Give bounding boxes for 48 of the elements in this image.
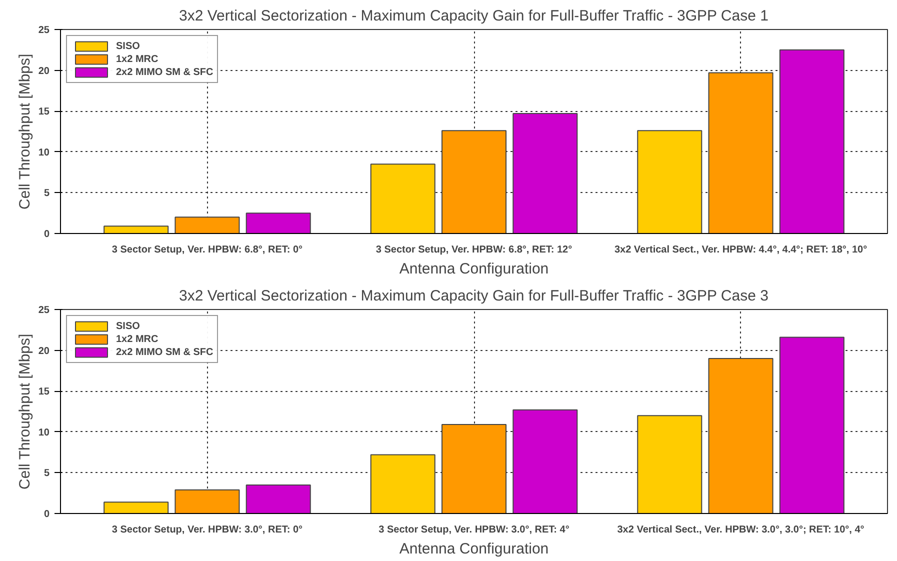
y-tick-label: 25: [38, 305, 50, 316]
y-tick-label: 15: [38, 106, 50, 118]
x-tick-label: 3 Sector Setup, Ver. HPBW: 6.8°, RET: 12°: [376, 244, 572, 256]
bar: [779, 336, 844, 514]
y-axis-title: Cell Throughput [Mbps]: [16, 54, 34, 210]
x-tick-label: 3x2 Vertical Sect., Ver. HPBW: 4.4°, 4.4°; RET: 18°, 10°: [614, 244, 868, 256]
chart-title: 3x2 Vertical Sectorization - Maximum Capacity Gain for Full-Buffer Traffic - 3GPP Case 1: [179, 8, 768, 24]
bar: [246, 484, 311, 514]
x-tick-label: 3x2 Vertical Sect., Ver. HPBW: 3.0°, 3.0°; RET: 10°, 4°: [617, 524, 864, 536]
y-tick-label: 0: [44, 229, 50, 240]
y-tick-label: 10: [38, 427, 50, 438]
y-axis-title: Cell Throughput [Mbps]: [16, 334, 34, 490]
bar: [637, 130, 702, 234]
bar: [370, 454, 436, 514]
x-tick-label: 3 Sector Setup, Ver. HPBW: 6.8°, RET: 0°: [112, 244, 303, 256]
x-tick-label: 3 Sector Setup, Ver. HPBW: 3.0°, RET: 4°: [378, 524, 570, 536]
legend-label: SISO: [116, 320, 140, 332]
x-tick-label: 3 Sector Setup, Ver. HPBW: 3.0°, RET: 0°: [112, 524, 303, 536]
bar: [708, 72, 774, 234]
legend-label: 2x2 MIMO SM & SFC: [116, 346, 214, 358]
bar: [174, 489, 240, 514]
x-axis-title: Antenna Configuration: [399, 540, 549, 558]
bar: [441, 424, 507, 514]
y-tick-label: 15: [38, 386, 50, 398]
bar: [104, 502, 169, 514]
bar: [370, 164, 436, 234]
bar: [779, 49, 844, 234]
y-tick-label: 5: [44, 468, 50, 480]
bar: [441, 130, 507, 234]
bar: [246, 212, 311, 234]
legend-label: 1x2 MRC: [116, 333, 158, 345]
x-axis-title: Antenna Configuration: [399, 260, 549, 278]
legend-label: SISO: [116, 40, 140, 52]
bar: [512, 113, 578, 234]
legend-label: 1x2 MRC: [116, 53, 158, 65]
y-tick-label: 10: [38, 147, 50, 158]
bar: [104, 226, 169, 234]
bar: [708, 358, 774, 514]
y-tick-label: 20: [38, 66, 50, 77]
bar: [512, 409, 578, 514]
y-tick-label: 25: [38, 25, 50, 36]
y-tick-label: 20: [38, 346, 50, 357]
bar: [637, 415, 702, 514]
y-tick-label: 5: [44, 188, 50, 200]
bar: [174, 216, 240, 234]
y-tick-label: 0: [44, 509, 50, 520]
legend-label: 2x2 MIMO SM & SFC: [116, 66, 214, 78]
chart-title: 3x2 Vertical Sectorization - Maximum Capacity Gain for Full-Buffer Traffic - 3GPP Case 3: [179, 288, 768, 304]
